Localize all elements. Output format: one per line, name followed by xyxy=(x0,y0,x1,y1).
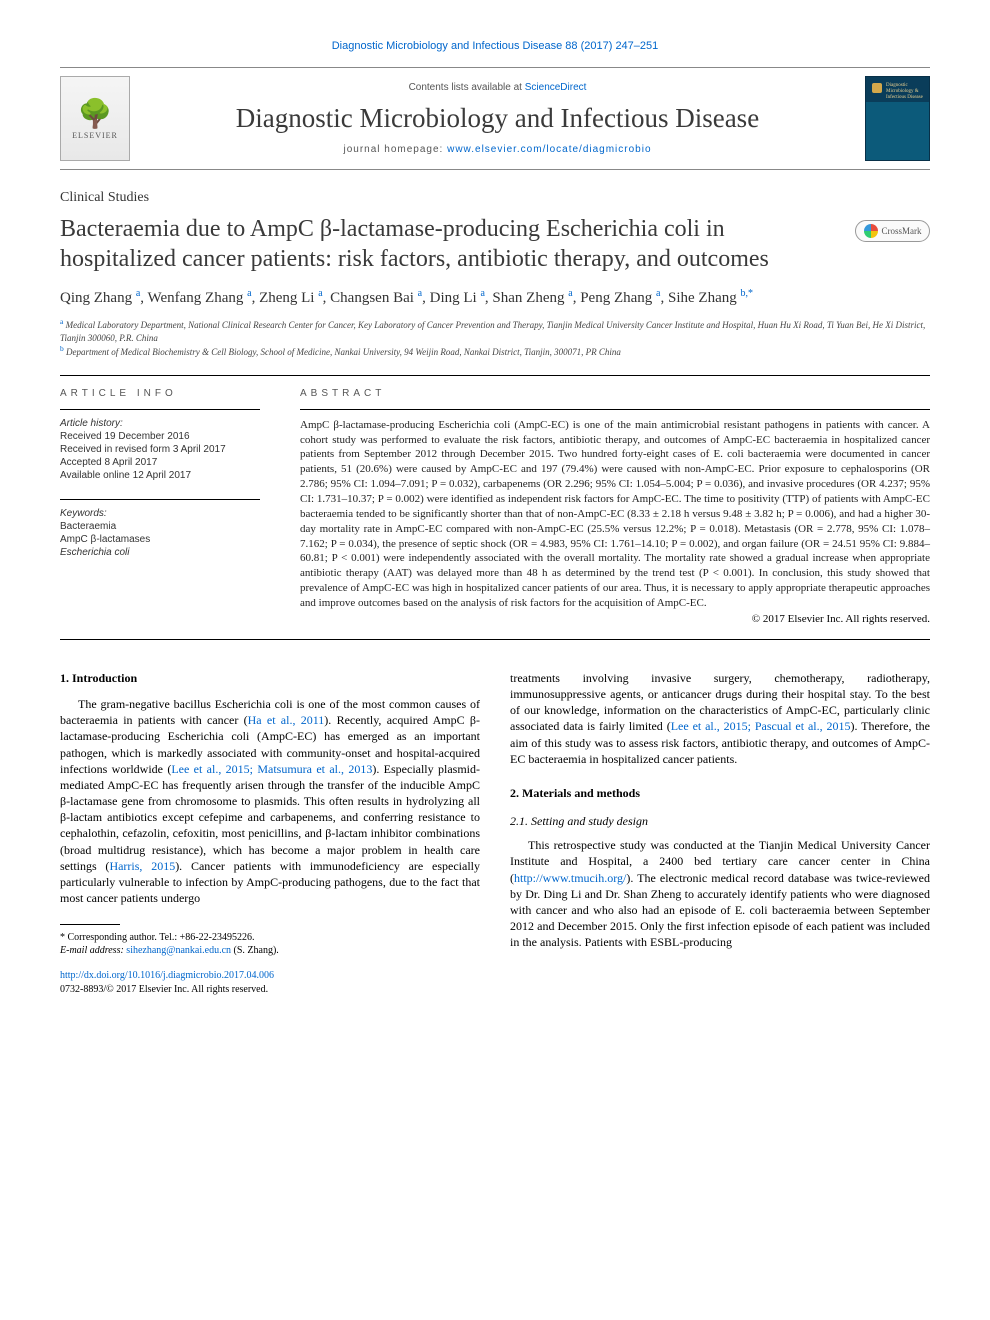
body-two-col: 1. Introduction The gram-negative bacill… xyxy=(60,670,930,997)
masthead-center: Contents lists available at ScienceDirec… xyxy=(130,82,865,155)
info-rule xyxy=(60,409,260,410)
affiliation-b: b Department of Medical Biochemistry & C… xyxy=(60,344,930,359)
contents-available: Contents lists available at ScienceDirec… xyxy=(140,82,855,93)
crossmark-badge[interactable]: CrossMark xyxy=(855,220,930,242)
doi-link[interactable]: http://dx.doi.org/10.1016/j.diagmicrobio… xyxy=(60,970,274,981)
history-revised: Received in revised form 3 April 2017 xyxy=(60,444,260,455)
email-label: E-mail address: xyxy=(60,945,126,956)
methods-url-link[interactable]: http://www.tmucih.org/ xyxy=(514,871,626,885)
sciencedirect-link[interactable]: ScienceDirect xyxy=(525,82,587,93)
article-info-heading: ARTICLE INFO xyxy=(60,388,260,399)
kw-rule xyxy=(60,499,260,500)
history-received: Received 19 December 2016 xyxy=(60,431,260,442)
keyword-1: AmpC β-lactamases xyxy=(60,534,260,545)
masthead: 🌳 ELSEVIER Contents lists available at S… xyxy=(60,67,930,170)
crossmark-label: CrossMark xyxy=(882,226,922,236)
affiliation-a: a Medical Laboratory Department, Nationa… xyxy=(60,317,930,344)
email-link[interactable]: sihezhang@nankai.edu.cn xyxy=(126,945,231,956)
keyword-0: Bacteraemia xyxy=(60,521,260,532)
authors-line: Qing Zhang a, Wenfang Zhang a, Zheng Li … xyxy=(60,288,930,307)
homepage-label: journal homepage: xyxy=(343,144,447,155)
email-suffix: (S. Zhang). xyxy=(231,945,279,956)
article-type: Clinical Studies xyxy=(60,190,930,206)
elsevier-text: ELSEVIER xyxy=(72,131,118,140)
email-line: E-mail address: sihezhang@nankai.edu.cn … xyxy=(60,944,480,957)
info-abstract-row: ARTICLE INFO Article history: Received 1… xyxy=(60,388,930,625)
bottom-identifiers: http://dx.doi.org/10.1016/j.diagmicrobio… xyxy=(60,969,480,996)
abstract-col: ABSTRACT AmpC β-lactamase-producing Esch… xyxy=(300,388,930,625)
top-citation[interactable]: Diagnostic Microbiology and Infectious D… xyxy=(60,40,930,52)
abstract-rule xyxy=(300,409,930,410)
intro-p2: treatments involving invasive surgery, c… xyxy=(510,670,930,767)
abstract-copyright: © 2017 Elsevier Inc. All rights reserved… xyxy=(300,613,930,625)
abstract-text: AmpC β-lactamase-producing Escherichia c… xyxy=(300,418,930,611)
corresponding-author: * Corresponding author. Tel.: +86-22-234… xyxy=(60,931,480,944)
crossmark-icon xyxy=(864,224,878,238)
page-root: Diagnostic Microbiology and Infectious D… xyxy=(0,0,990,1036)
elsevier-logo: 🌳 ELSEVIER xyxy=(60,76,130,161)
history-label: Article history: xyxy=(60,418,260,429)
footnotes: * Corresponding author. Tel.: +86-22-234… xyxy=(60,931,480,957)
affiliations: a Medical Laboratory Department, Nationa… xyxy=(60,317,930,359)
abstract-heading: ABSTRACT xyxy=(300,388,930,399)
contents-available-label: Contents lists available at xyxy=(409,82,525,93)
rule-below-abstract xyxy=(60,639,930,640)
footnote-separator xyxy=(60,924,120,925)
methods-subheading-1: 2.1. Setting and study design xyxy=(510,813,930,829)
homepage-url[interactable]: www.elsevier.com/locate/diagmicrobio xyxy=(447,144,651,155)
tree-icon: 🌳 xyxy=(72,97,118,131)
keyword-2: Escherichia coli xyxy=(60,547,260,558)
ref-link-3[interactable]: Harris, 2015 xyxy=(109,859,175,873)
article-title: Bacteraemia due to AmpC β-lactamase-prod… xyxy=(60,214,835,274)
ref-link-4[interactable]: Lee et al., 2015; Pascual et al., 2015 xyxy=(671,719,851,733)
journal-homepage: journal homepage: www.elsevier.com/locat… xyxy=(140,144,855,155)
methods-heading: 2. Materials and methods xyxy=(510,785,930,801)
history-online: Available online 12 April 2017 xyxy=(60,470,260,481)
rule-above-info xyxy=(60,375,930,376)
ref-link-2[interactable]: Lee et al., 2015; Matsumura et al., 2013 xyxy=(171,762,372,776)
keywords-label: Keywords: xyxy=(60,508,260,519)
intro-heading: 1. Introduction xyxy=(60,670,480,686)
title-row: Bacteraemia due to AmpC β-lactamase-prod… xyxy=(60,214,930,288)
article-info-col: ARTICLE INFO Article history: Received 1… xyxy=(60,388,260,625)
journal-name: Diagnostic Microbiology and Infectious D… xyxy=(140,103,855,134)
ref-link-1[interactable]: Ha et al., 2011 xyxy=(248,713,325,727)
issn-line: 0732-8893/© 2017 Elsevier Inc. All right… xyxy=(60,983,480,997)
methods-p1: This retrospective study was conducted a… xyxy=(510,837,930,950)
keywords-block: Keywords: Bacteraemia AmpC β-lactamases … xyxy=(60,499,260,558)
intro-p1: The gram-negative bacillus Escherichia c… xyxy=(60,696,480,906)
history-accepted: Accepted 8 April 2017 xyxy=(60,457,260,468)
body-col-right: treatments involving invasive surgery, c… xyxy=(510,670,930,997)
body-col-left: 1. Introduction The gram-negative bacill… xyxy=(60,670,480,997)
journal-cover-thumb: Diagnostic Microbiology & Infectious Dis… xyxy=(865,76,930,161)
cover-text: Diagnostic Microbiology & Infectious Dis… xyxy=(886,83,923,101)
